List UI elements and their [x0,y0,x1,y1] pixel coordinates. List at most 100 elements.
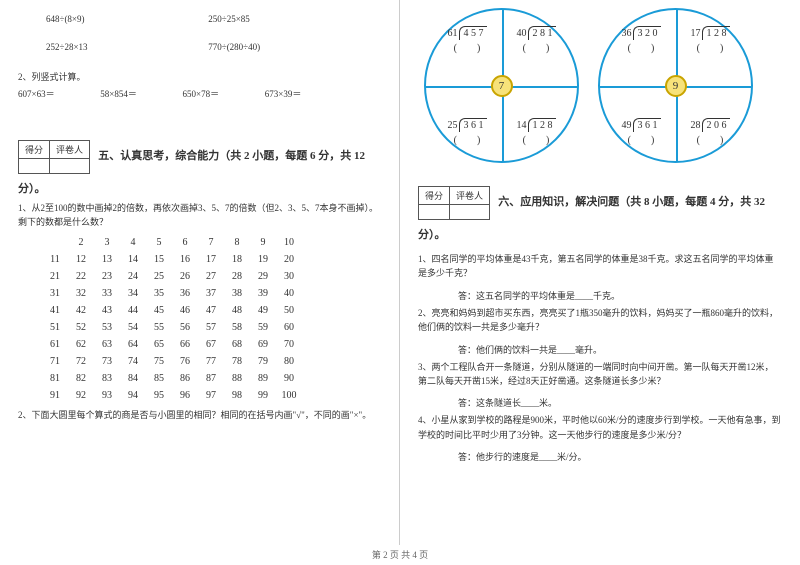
grid-cell: 4 [120,237,146,248]
grid-cell: 8 [224,237,250,248]
grid-cell: 91 [42,390,68,401]
section-6-title: 六、应用知识，解决问题（共 8 小题，每题 4 分，共 32 [498,196,765,208]
grid-cell: 32 [68,288,94,299]
grid-cell: 52 [68,322,94,333]
grid-cell: 23 [94,271,120,282]
grid-cell: 88 [224,373,250,384]
c1-tr: 402 8 1 ( ) [501,26,571,55]
grid-cell: 80 [276,356,302,367]
grid-cell: 31 [42,288,68,299]
grid-cell: 48 [224,305,250,316]
grid-cell: 43 [94,305,120,316]
grid-cell: 86 [172,373,198,384]
grid-cell: 14 [120,254,146,265]
section-6-title-cont: 分）。 [418,226,782,242]
right-column: 7 614 5 7 ( ) 402 8 1 ( ) 253 6 1 ( ) 14… [400,0,800,545]
grid-row-2: 21222324252627282930 [42,271,381,282]
grid-cell: 5 [146,237,172,248]
number-grid: 2345678910 11121314151617181920 21222324… [42,237,381,401]
hub-2: 9 [665,75,687,97]
expr-2a: 252÷28×13 [46,42,206,52]
grid-cell: 6 [172,237,198,248]
grid-cell: 74 [120,356,146,367]
grid-cell: 64 [120,339,146,350]
grid-cell: 7 [198,237,224,248]
score-box-5: 得分 评卷人 [18,140,90,174]
grader-label: 评卷人 [50,141,90,159]
grid-cell: 34 [120,288,146,299]
grid-cell: 87 [198,373,224,384]
c2-br: 282 0 6 ( ) [675,118,745,147]
grid-cell: 29 [250,271,276,282]
grid-cell: 10 [276,237,302,248]
grid-cell: 37 [198,288,224,299]
grid-cell: 76 [172,356,198,367]
grid-row-0: 2345678910 [68,237,381,248]
expr-2b: 770÷(280÷40) [208,42,368,52]
grid-row-5: 51525354555657585960 [42,322,381,333]
grid-cell: 47 [198,305,224,316]
grid-cell: 100 [276,390,302,401]
section-5-header: 得分 评卷人 五、认真思考，综合能力（共 2 小题，每题 6 分，共 12 [18,140,381,174]
c1-br: 141 2 8 ( ) [501,118,571,147]
q5-1: 1、从2至100的数中画掉2的倍数，再依次画掉3、5、7的倍数（但2、3、5、7… [18,202,381,229]
q5-2: 2、下面大圆里每个算式的商是否与小圆里的相同？相同的在括号内画"√"，不同的画"… [18,409,381,423]
grid-cell: 20 [276,254,302,265]
grid-cell: 95 [146,390,172,401]
score-box-6: 得分 评卷人 [418,186,490,220]
vertical-exprs: 607×63＝ 58×854＝ 650×78＝ 673×39＝ [18,87,381,100]
grid-row-6: 61626364656667686970 [42,339,381,350]
grid-cell: 68 [224,339,250,350]
grid-cell: 17 [198,254,224,265]
grid-cell: 16 [172,254,198,265]
grid-cell: 58 [224,322,250,333]
grid-cell: 94 [120,390,146,401]
grid-cell: 97 [198,390,224,401]
grid-cell: 33 [94,288,120,299]
grid-cell: 89 [250,373,276,384]
page-footer: 第 2 页 共 4 页 [0,548,800,561]
grid-cell: 85 [146,373,172,384]
q6-1: 1、四名同学的平均体重是43千克，第五名同学的体重是38千克。求这五名同学的平均… [418,252,782,281]
grader-label: 评卷人 [450,187,490,205]
grid-cell: 55 [146,322,172,333]
c2-bl: 493 6 1 ( ) [606,118,676,147]
score-label: 得分 [419,187,450,205]
grid-cell: 2 [68,237,94,248]
grid-cell: 66 [172,339,198,350]
grid-cell: 78 [224,356,250,367]
grid-cell: 82 [68,373,94,384]
grid-cell: 73 [94,356,120,367]
grid-cell: 27 [198,271,224,282]
grid-cell: 40 [276,288,302,299]
grid-cell: 92 [68,390,94,401]
grid-cell: 26 [172,271,198,282]
grid-cell: 63 [94,339,120,350]
grid-row-3: 31323334353637383940 [42,288,381,299]
grid-cell: 15 [146,254,172,265]
vertical-calc-label: 2、列竖式计算。 [18,70,381,83]
grid-cell: 45 [146,305,172,316]
a6-3: 答：这条隧道长____米。 [458,396,782,409]
grid-row-9: 919293949596979899100 [42,390,381,401]
grid-cell: 30 [276,271,302,282]
grid-cell: 42 [68,305,94,316]
grid-row-4: 41424344454647484950 [42,305,381,316]
vexpr-b: 58×854＝ [100,87,180,100]
grid-cell: 51 [42,322,68,333]
vexpr-a: 607×63＝ [18,87,98,100]
grid-cell: 62 [68,339,94,350]
grid-cell: 69 [250,339,276,350]
score-label: 得分 [19,141,50,159]
grid-row-7: 71727374757677787980 [42,356,381,367]
expr-row-2: 252÷28×13 770÷(280÷40) [46,42,381,52]
grid-cell: 84 [120,373,146,384]
c2-tl: 363 2 0 ( ) [606,26,676,55]
grid-cell: 35 [146,288,172,299]
grid-cell: 96 [172,390,198,401]
grid-cell: 12 [68,254,94,265]
grid-cell: 19 [250,254,276,265]
section-5-title: 五、认真思考，综合能力（共 2 小题，每题 6 分，共 12 [98,150,365,162]
left-column: 648÷(8×9) 250÷25×85 252÷28×13 770÷(280÷4… [0,0,400,545]
grid-cell: 44 [120,305,146,316]
